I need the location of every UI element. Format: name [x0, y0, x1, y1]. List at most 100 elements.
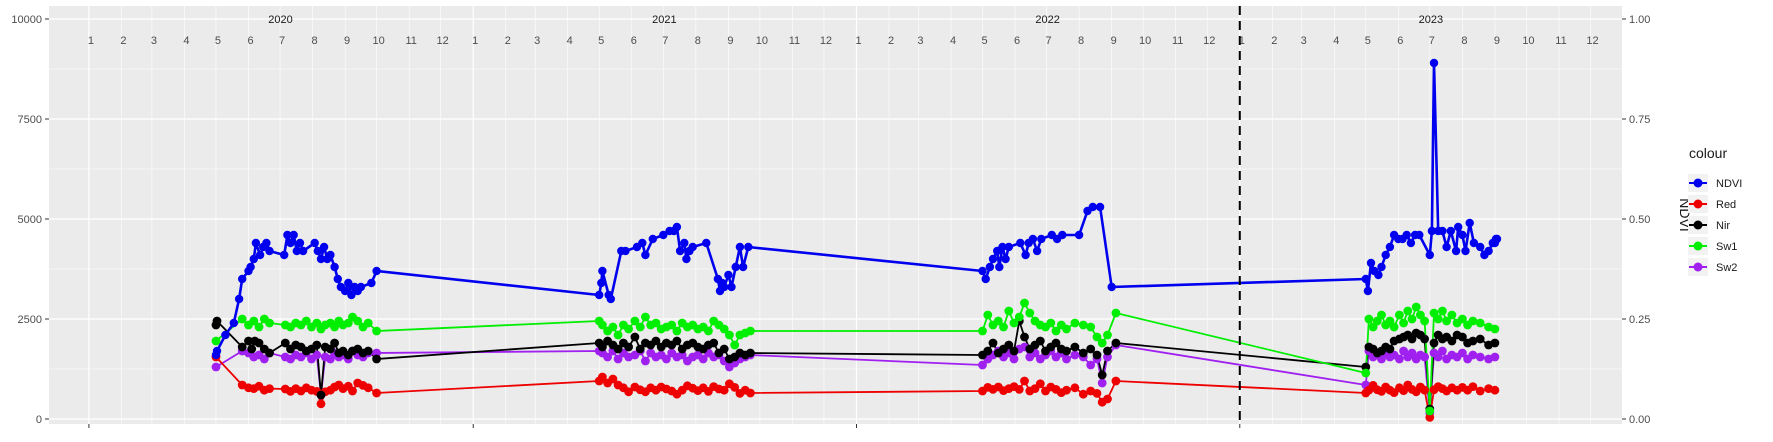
- point-ndvi: [1429, 58, 1439, 68]
- point-sw1: [1062, 324, 1071, 334]
- month-label: 4: [567, 35, 573, 47]
- point-ndvi: [738, 262, 748, 272]
- month-label: 2: [888, 35, 894, 47]
- legend-label: NDVI: [1716, 178, 1742, 190]
- month-label: 1: [1239, 35, 1245, 47]
- point-sw1: [624, 324, 633, 334]
- point-sw1: [635, 322, 645, 332]
- point-sw2: [1420, 352, 1429, 362]
- point-ndvi: [1366, 258, 1376, 268]
- point-ndvi: [1095, 202, 1105, 212]
- point-sw2: [978, 360, 987, 370]
- point-red: [1035, 379, 1045, 389]
- month-label: 12: [820, 35, 832, 47]
- year-label: 2022: [1035, 14, 1059, 26]
- point-red: [372, 388, 381, 398]
- point-nir: [1035, 336, 1045, 346]
- point-sw2: [641, 356, 650, 366]
- point-red: [730, 383, 740, 392]
- point-ndvi: [283, 230, 292, 240]
- point-red: [1020, 376, 1029, 386]
- month-label: 3: [917, 35, 923, 47]
- point-ndvi: [1458, 230, 1467, 240]
- month-label: 11: [789, 35, 800, 47]
- point-sw1: [667, 320, 677, 330]
- point-ndvi: [1385, 242, 1395, 252]
- point-red: [1014, 385, 1024, 394]
- left-tick-label: 7500: [18, 114, 42, 126]
- month-label: 10: [1139, 35, 1151, 47]
- legend-label: Sw2: [1716, 262, 1737, 274]
- point-sw1: [672, 326, 682, 336]
- point-sw1: [301, 316, 311, 326]
- year-strip: 2020 2021 2022 2023: [268, 14, 1443, 26]
- point-sw1: [265, 318, 274, 328]
- legend-key-point: [1693, 178, 1703, 188]
- point-sw2: [1458, 348, 1467, 358]
- point-sw1: [254, 322, 264, 332]
- point-nir: [237, 342, 247, 352]
- point-nir: [1078, 348, 1088, 358]
- point-red: [348, 386, 357, 396]
- point-sw1: [1389, 322, 1399, 332]
- month-label: 8: [1461, 35, 1467, 47]
- legend-title: colour: [1689, 145, 1727, 161]
- point-nir: [280, 338, 290, 348]
- point-ndvi: [1074, 230, 1084, 240]
- point-red: [265, 384, 274, 393]
- point-sw1: [1442, 316, 1451, 326]
- point-nir: [1447, 336, 1457, 346]
- right-tick-label: 0.25: [1629, 314, 1650, 326]
- legend-key-point: [1693, 199, 1703, 209]
- point-nir: [1004, 340, 1014, 350]
- point-ndvi: [641, 250, 650, 260]
- year-label: 2023: [1419, 14, 1443, 26]
- point-ndvi: [246, 262, 255, 272]
- point-ndvi: [720, 282, 729, 292]
- point-sw1: [1458, 314, 1467, 324]
- point-ndvi: [289, 230, 298, 240]
- point-ndvi: [316, 254, 326, 264]
- point-ndvi: [344, 278, 353, 288]
- point-ndvi: [340, 286, 350, 296]
- point-sw1: [1070, 318, 1080, 328]
- point-sw1: [651, 318, 661, 328]
- point-sw1: [237, 314, 247, 324]
- legend-key-point: [1693, 262, 1703, 272]
- right-tick-label: 0.75: [1629, 114, 1650, 126]
- point-ndvi: [1088, 202, 1098, 212]
- point-nir: [254, 338, 264, 348]
- year-label: 2021: [652, 14, 676, 26]
- right-y-axis: 0.00 0.25 0.50 0.75 1.00: [1622, 14, 1650, 426]
- point-red: [624, 387, 633, 397]
- point-ndvi: [688, 242, 697, 252]
- month-label: 2: [505, 35, 511, 47]
- point-sw1: [1078, 320, 1088, 330]
- left-tick-label: 5000: [18, 214, 42, 226]
- month-label: 10: [372, 35, 384, 47]
- point-ndvi: [298, 246, 308, 256]
- point-nir: [1468, 336, 1478, 346]
- point-sw1: [1004, 306, 1014, 316]
- point-sw1: [983, 310, 993, 320]
- point-sw1: [1468, 316, 1478, 326]
- point-sw2: [1086, 360, 1096, 370]
- point-nir: [330, 338, 339, 348]
- point-ndvi: [249, 254, 258, 264]
- point-nir: [1020, 332, 1029, 342]
- point-ndvi: [985, 262, 995, 272]
- point-sw1: [608, 322, 618, 332]
- legend-label: Red: [1716, 199, 1736, 211]
- point-ndvi: [1016, 238, 1025, 248]
- point-ndvi: [998, 242, 1007, 252]
- month-label: 7: [662, 35, 668, 47]
- point-ndvi: [606, 294, 615, 304]
- point-ndvi: [238, 274, 247, 284]
- point-nir: [709, 338, 719, 348]
- point-sw1: [1097, 338, 1107, 348]
- point-ndvi: [1361, 274, 1371, 284]
- point-sw2: [1062, 354, 1071, 364]
- month-label: 3: [534, 35, 540, 47]
- legend-label: Sw1: [1716, 241, 1737, 253]
